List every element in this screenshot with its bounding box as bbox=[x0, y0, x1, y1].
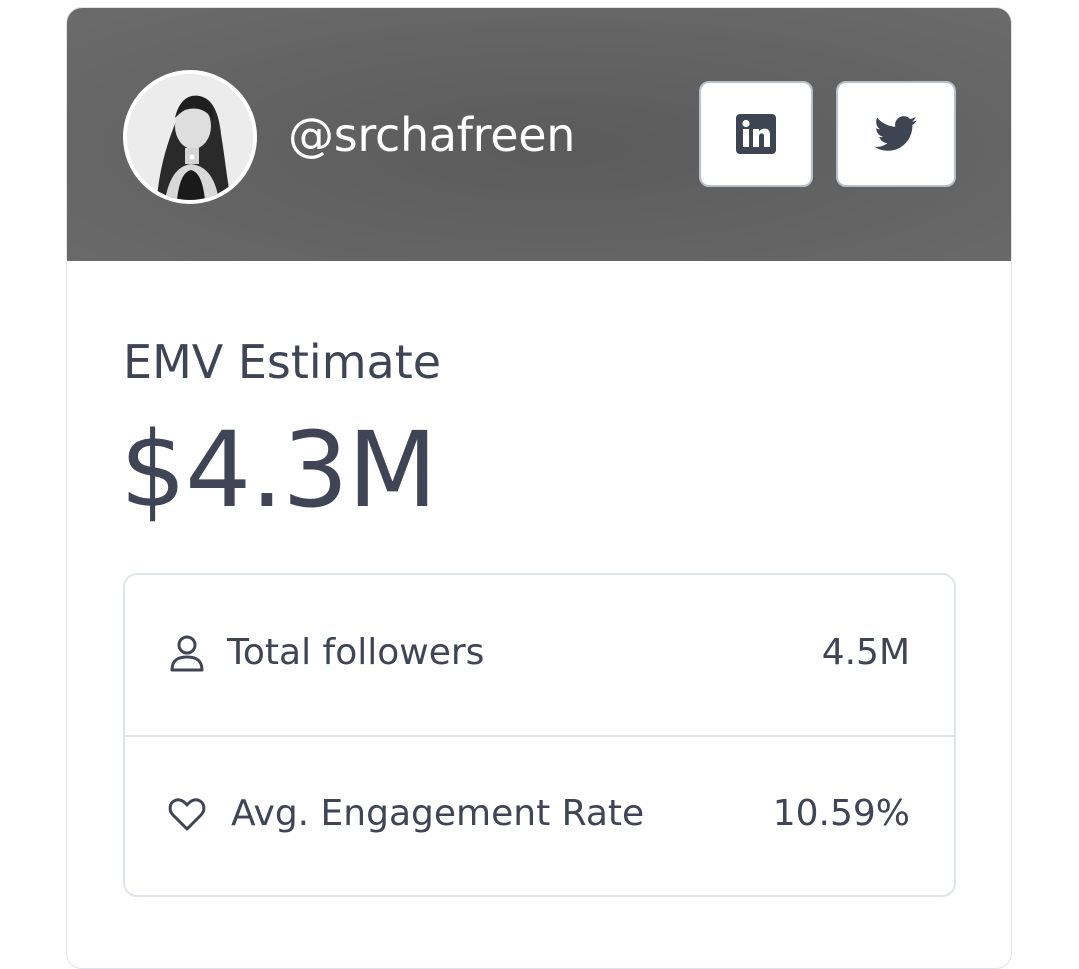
stats-panel: Total followers 4.5M Avg. Engagement Rat… bbox=[123, 573, 956, 897]
stat-row-engagement: Avg. Engagement Rate 10.59% bbox=[125, 736, 954, 896]
twitter-icon bbox=[874, 116, 917, 151]
user-icon bbox=[170, 635, 204, 672]
stat-label: Total followers bbox=[227, 632, 485, 673]
emv-value: $4.3M bbox=[120, 409, 437, 531]
profile-handle: @srchafreen bbox=[288, 108, 576, 162]
stat-row-followers: Total followers 4.5M bbox=[125, 575, 954, 737]
twitter-button[interactable] bbox=[836, 81, 956, 187]
stat-value: 4.5M bbox=[821, 632, 910, 673]
stat-value: 10.59% bbox=[772, 793, 910, 834]
profile-photo bbox=[127, 74, 253, 200]
avatar bbox=[123, 70, 257, 204]
stat-label: Avg. Engagement Rate bbox=[231, 793, 645, 834]
heart-icon bbox=[168, 798, 206, 831]
linkedin-icon bbox=[736, 114, 776, 154]
card-header: @srchafreen bbox=[67, 8, 1011, 261]
emv-label: EMV Estimate bbox=[123, 335, 442, 389]
influencer-card: @srchafreen EMV Estimate $4.3M Total fol… bbox=[66, 7, 1012, 969]
linkedin-button[interactable] bbox=[699, 81, 813, 187]
